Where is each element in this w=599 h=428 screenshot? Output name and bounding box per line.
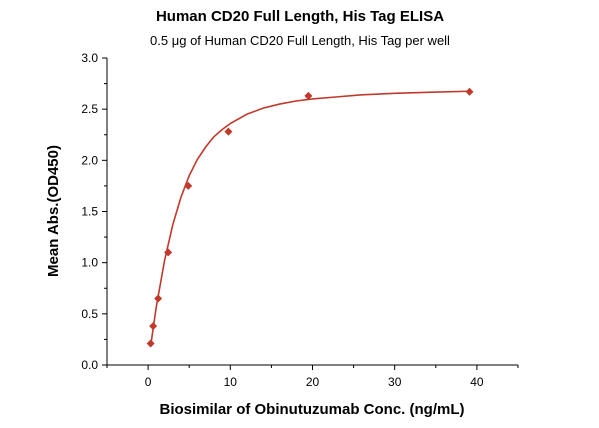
y-ticks: 0.0 0.5 1.0 1.5 2.0 2.5 3.0 [81,51,107,372]
data-point [154,294,163,303]
data-point [224,127,233,136]
data-points [146,87,474,348]
x-tick-label: 40 [470,375,484,389]
x-tick-label: 30 [388,375,402,389]
data-point [465,87,474,96]
y-tick-label: 3.0 [81,51,98,65]
y-tick-label: 1.0 [81,256,98,270]
data-point [149,322,158,331]
fit-curve [149,90,469,347]
y-tick-label: 0.5 [81,307,98,321]
y-tick-label: 2.0 [81,153,98,167]
axes [106,58,518,366]
x-tick-label: 0 [145,375,152,389]
y-tick-label: 1.5 [81,205,98,219]
x-axis-label: Biosimilar of Obinutuzumab Conc. (ng/mL) [160,401,465,418]
y-tick-label: 0.0 [81,358,98,372]
x-tick-label: 20 [306,375,320,389]
x-ticks: 0 10 20 30 40 [106,365,519,389]
chart-title: Human CD20 Full Length, His Tag ELISA [156,8,444,25]
data-point [164,248,173,257]
x-tick-label: 10 [224,375,238,389]
data-point [184,181,193,190]
y-axis-label: Mean Abs.(OD450) [45,145,62,277]
chart-subtitle: 0.5 μg of Human CD20 Full Length, His Ta… [150,33,450,48]
data-point [304,91,313,100]
y-tick-label: 2.5 [81,102,98,116]
data-point [146,339,155,348]
